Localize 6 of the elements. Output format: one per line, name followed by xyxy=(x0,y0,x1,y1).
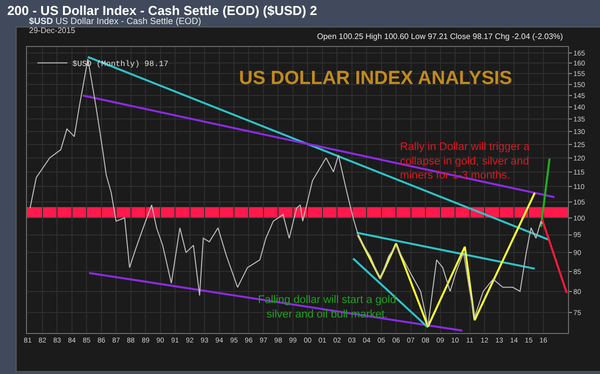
text: 29-Dec-2015 xyxy=(29,26,76,35)
text: Open 100.25 High 100.60 Low 97.21 Close 98.17 Chg -2.04 (-2.03%) xyxy=(317,32,564,41)
annotation: US DOLLAR INDEX ANALYSIS xyxy=(239,68,512,89)
line-series xyxy=(30,58,543,327)
chart-subtitle: $USD US Dollar Index - Cash Settle (EOD) xyxy=(29,16,202,26)
chart-title: 200 - US Dollar Index - Cash Settle (EOD) ($USD) 2 xyxy=(7,3,318,18)
